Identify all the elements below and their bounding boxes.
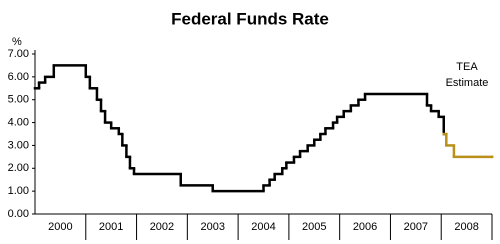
x-tick-label: 2004 [251,221,275,233]
x-tick-label: 2001 [99,221,123,233]
y-tick-label: 6.00 [8,71,29,83]
chart-title: Federal Funds Rate [171,9,329,28]
x-tick-label: 2008 [454,221,478,233]
x-tick-label: 2000 [48,221,72,233]
y-tick-label: 0.00 [8,208,29,220]
y-tick-label: 2.00 [8,162,29,174]
y-tick-label: 3.00 [8,139,29,151]
x-tick-label: 2002 [150,221,174,233]
annotation: TEA [456,61,478,73]
x-tick-label: 2006 [353,221,377,233]
x-tick-label: 2003 [200,221,224,233]
x-tick-label: 2005 [302,221,326,233]
annotation: Estimate [446,77,489,89]
y-unit-label: % [12,36,22,48]
y-tick-label: 5.00 [8,94,29,106]
y-tick-label: 7.00 [8,48,29,60]
y-tick-label: 1.00 [8,185,29,197]
y-tick-label: 4.00 [8,116,29,128]
x-tick-label: 2007 [404,221,428,233]
